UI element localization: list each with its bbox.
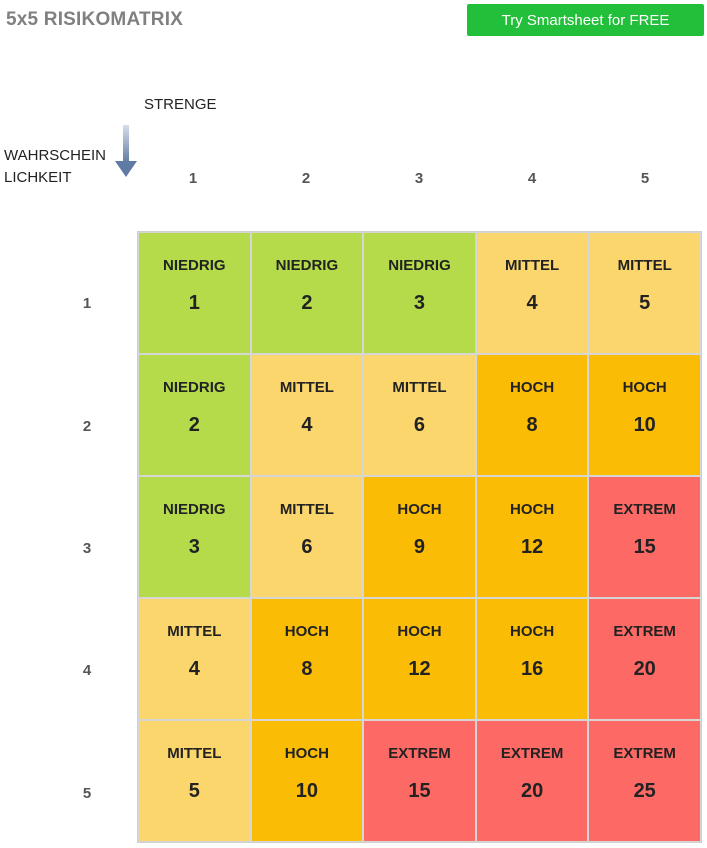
risk-level-label: NIEDRIG [163,257,226,274]
risk-score: 16 [520,658,544,680]
matrix-cell: MITTEL 4 [250,354,364,476]
risk-score: 3 [188,536,200,558]
risk-score: 15 [408,780,431,802]
matrix-cell: HOCH 9 [363,476,476,598]
risk-level-label: MITTEL [167,623,222,640]
risk-level-label: HOCH [622,379,667,396]
risk-level-label: EXTREM [613,501,676,518]
matrix-cell: MITTEL 6 [250,476,364,598]
risk-score: 2 [188,414,200,436]
risk-level-label: NIEDRIG [388,257,451,274]
matrix-cell: MITTEL 4 [138,598,251,720]
likelihood-header-2: 2 [82,418,92,435]
matrix-cell: HOCH 12 [363,598,476,720]
risk-score: 12 [520,536,544,558]
risk-level-label: MITTEL [505,257,560,274]
matrix-cell: NIEDRIG 1 [138,232,251,354]
try-smartsheet-button[interactable]: Try Smartsheet for FREE [467,4,704,36]
severity-header-3: 3 [414,170,424,187]
risk-score: 20 [520,780,544,802]
matrix-cell: EXTREM 20 [475,720,589,842]
risk-score: 25 [633,780,656,802]
risk-score: 4 [526,292,538,314]
risk-level-label: NIEDRIG [163,501,226,518]
risk-matrix: NIEDRIG 1 NIEDRIG 2 NIEDRIG 3 MITTEL 4 MITTE… [137,231,702,843]
matrix-cell: HOCH 12 [475,476,589,598]
likelihood-axis-label: WAHRSCHEINLICHKEIT [4,147,106,186]
risk-score: 6 [413,414,426,436]
risk-score: 3 [413,292,426,314]
risk-score: 5 [188,780,200,802]
severity-header-2: 2 [301,170,311,187]
likelihood-header-5: 5 [82,785,92,802]
risk-score: 10 [633,414,656,436]
risk-score: 15 [633,536,656,558]
matrix-cell: MITTEL 5 [138,720,251,842]
matrix-cell: HOCH 16 [475,598,589,720]
matrix-cell: HOCH 8 [250,598,364,720]
risk-level-label: HOCH [284,623,329,640]
risk-score: 12 [408,658,431,680]
matrix-cell: MITTEL 6 [363,354,476,476]
page-title: 5x5 RISIKOMATRIX [6,9,184,30]
severity-header-5: 5 [640,170,650,187]
matrix-cell: HOCH 8 [475,354,589,476]
risk-score: 9 [413,536,426,558]
likelihood-header-4: 4 [82,662,92,679]
likelihood-header-3: 3 [82,540,92,557]
matrix-cell: MITTEL 4 [475,232,589,354]
risk-level-label: MITTEL [617,257,672,274]
arrow-down-icon [115,125,137,177]
risk-level-label: MITTEL [167,745,222,762]
risk-level-label: NIEDRIG [163,379,226,396]
risk-level-label: EXTREM [388,745,451,762]
matrix-cell: NIEDRIG 2 [138,354,251,476]
risk-level-label: NIEDRIG [275,257,339,274]
risk-level-label: EXTREM [500,745,564,762]
likelihood-header-1: 1 [82,295,92,312]
matrix-cell: NIEDRIG 3 [138,476,251,598]
risk-level-label: HOCH [284,745,329,762]
risk-level-label: HOCH [397,501,442,518]
risk-score: 1 [188,292,200,314]
risk-level-label: EXTREM [613,623,676,640]
matrix-cell: NIEDRIG 3 [363,232,476,354]
risk-level-label: HOCH [510,379,555,396]
risk-score: 10 [295,780,319,802]
matrix-cell: EXTREM 20 [588,598,701,720]
matrix-cell: HOCH 10 [588,354,701,476]
risk-score: 6 [301,536,313,558]
risk-level-label: HOCH [510,501,555,518]
risk-level-label: MITTEL [392,379,447,396]
risk-score: 8 [301,658,313,680]
matrix-cell: NIEDRIG 2 [250,232,364,354]
risk-score: 8 [526,414,538,436]
severity-header-4: 4 [527,170,537,187]
matrix-cell: EXTREM 15 [363,720,476,842]
risk-level-label: HOCH [397,623,442,640]
risk-score: 5 [639,292,651,314]
matrix-cell: HOCH 10 [250,720,364,842]
severity-axis-label: STRENGE [144,96,217,113]
matrix-cell: EXTREM 15 [588,476,701,598]
risk-level-label: MITTEL [279,379,334,396]
risk-score: 4 [301,414,313,436]
risk-level-label: MITTEL [279,501,334,518]
risk-level-label: EXTREM [613,745,676,762]
risk-score: 4 [188,658,200,680]
risk-score: 2 [301,292,313,314]
risk-score: 20 [633,658,656,680]
risk-level-label: HOCH [510,623,555,640]
severity-header-1: 1 [188,170,198,187]
matrix-cell: MITTEL 5 [588,232,701,354]
matrix-cell: EXTREM 25 [588,720,701,842]
